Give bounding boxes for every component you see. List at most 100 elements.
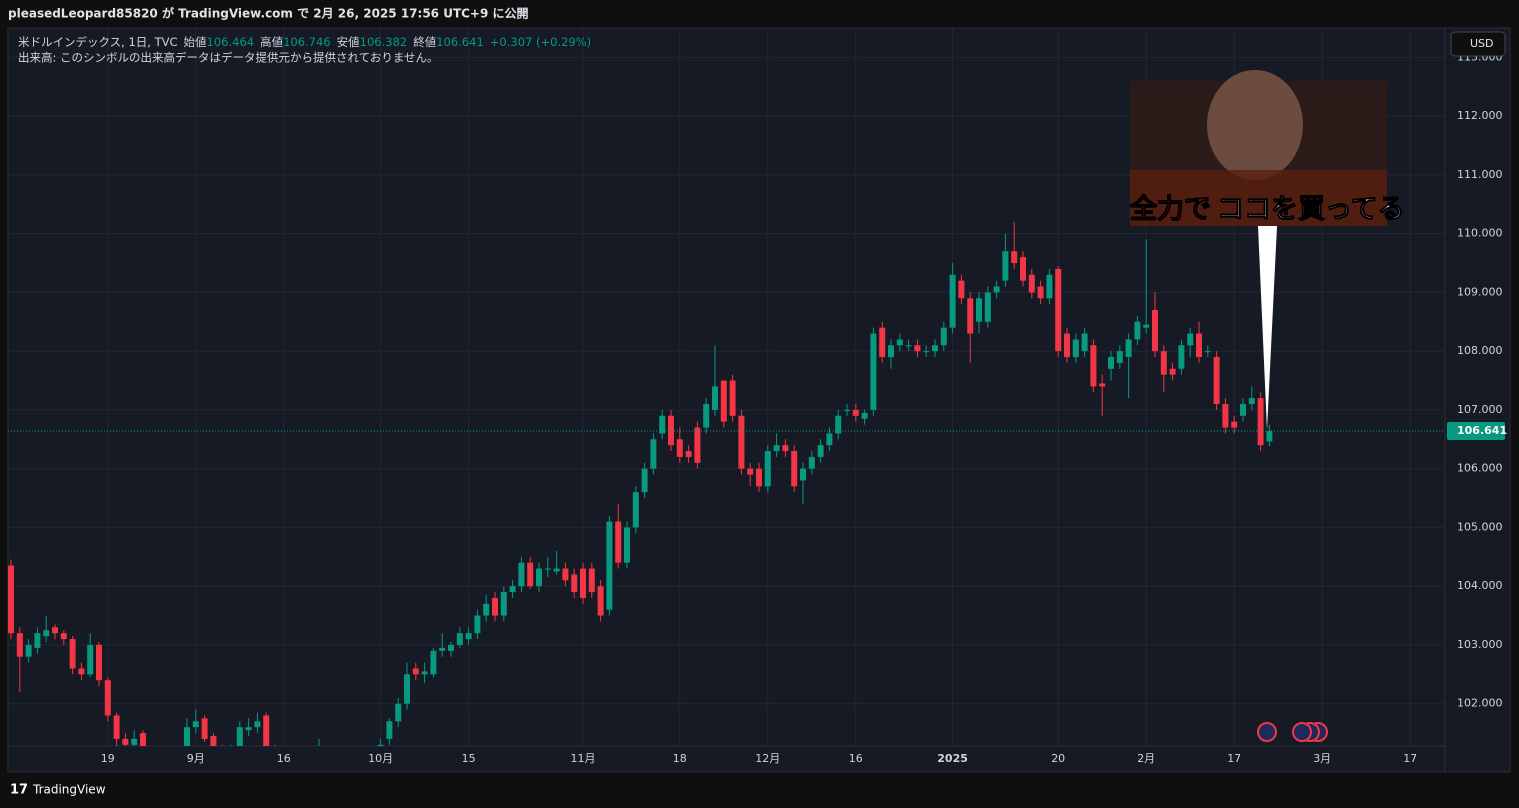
candle-body [1240, 404, 1246, 416]
candle-body [1081, 333, 1088, 352]
candle-body [1222, 404, 1229, 428]
x-tick-label: 16 [849, 752, 863, 765]
candle-body [844, 409, 850, 411]
candle-body [1064, 333, 1070, 358]
x-tick-label: 20 [1051, 752, 1065, 765]
x-tick-label: 17 [1403, 752, 1417, 765]
candle-body [1196, 333, 1202, 358]
candle-body [1116, 351, 1123, 363]
candle-body [764, 451, 771, 487]
candle-body [1134, 321, 1141, 340]
candle-body [888, 345, 894, 358]
candle-body [905, 345, 912, 347]
close-label: 終値 [413, 35, 436, 49]
candle-body [976, 298, 982, 322]
candle-body [1002, 251, 1009, 281]
candle-body [615, 521, 622, 563]
candle-body [791, 451, 798, 487]
candle-body [16, 633, 23, 657]
candle-body [659, 415, 666, 434]
x-tick-label: 11月 [571, 752, 596, 765]
x-tick-label: 19 [101, 752, 115, 765]
candle-body [562, 568, 569, 581]
candle-body [1231, 421, 1238, 428]
candle-body [571, 574, 578, 593]
annotation: 全力で ココを買ってる [1129, 70, 1405, 430]
candle-body [993, 286, 1000, 293]
candle-body [1257, 398, 1264, 446]
candle-body [87, 644, 94, 675]
candle-body [52, 627, 58, 634]
candle-body [588, 568, 595, 593]
candle-body [632, 492, 639, 528]
candle-body [747, 468, 754, 475]
candle-body [835, 415, 842, 434]
candle-body [817, 445, 824, 457]
candle-body [377, 744, 384, 746]
event-icon[interactable] [1292, 722, 1312, 742]
currency[interactable]: USD [1470, 37, 1494, 50]
footer: 17 TradingView [10, 783, 106, 798]
candle-body [527, 562, 534, 587]
candle-body [140, 733, 146, 746]
candle-body [386, 721, 393, 739]
candle-body [254, 721, 261, 728]
candle-body [210, 736, 217, 746]
candle-body [703, 404, 710, 428]
candle-body [1011, 251, 1018, 264]
logo: 17 [10, 783, 28, 798]
annotation-fire [1130, 170, 1387, 226]
candle-body [852, 409, 859, 416]
candle-body [34, 633, 41, 648]
annotation-pointer [1258, 226, 1277, 430]
event-markers [1257, 722, 1328, 742]
y-tick-label: 106.000 [1457, 462, 1503, 475]
candle-body [1178, 345, 1185, 369]
annotation-text: 全力で ココを買ってる [1129, 193, 1405, 225]
candle-body [1169, 368, 1176, 375]
candle-body [676, 439, 683, 457]
candle-body [650, 439, 657, 469]
candle-body [720, 380, 727, 422]
candle-body [1090, 345, 1097, 387]
x-tick-label: 17 [1227, 752, 1241, 765]
candle-body [122, 738, 129, 745]
candle-body [96, 644, 102, 681]
candle-body [78, 668, 85, 675]
candle-body [694, 427, 701, 463]
candle-body [967, 298, 974, 334]
candle-body [896, 339, 903, 346]
candle-body [756, 468, 762, 487]
high-value: 106.746 [283, 35, 331, 49]
candle-body [43, 630, 50, 637]
open-label: 始値 [184, 35, 207, 49]
candle-body [1266, 431, 1273, 442]
candle-body [412, 668, 419, 675]
candle-body [940, 327, 947, 346]
x-tick-label: 12月 [755, 752, 780, 765]
candle-body [1037, 286, 1044, 299]
candle-body [597, 586, 604, 616]
candle-body [236, 727, 243, 746]
x-tick-label: 2025 [937, 752, 968, 765]
candle-body [1213, 357, 1220, 405]
x-tick-label: 9月 [187, 752, 205, 765]
candle-body [536, 568, 542, 587]
currency-button[interactable] [1450, 31, 1506, 57]
candle-body [641, 468, 648, 493]
candle-body [395, 703, 402, 722]
candle-body [69, 639, 76, 669]
candle-body [439, 647, 446, 651]
candle-body [1072, 339, 1079, 358]
candle-body [60, 633, 67, 640]
x-tick-label: 10月 [368, 752, 393, 765]
candle-body [923, 351, 930, 353]
event-icon[interactable] [1257, 722, 1277, 742]
candle-body [932, 345, 938, 352]
candles [8, 221, 1273, 746]
candle-body [509, 586, 516, 593]
candle-body [712, 386, 718, 410]
y-tick-label: 103.000 [1457, 638, 1503, 651]
y-tick-label: 107.000 [1457, 403, 1503, 416]
